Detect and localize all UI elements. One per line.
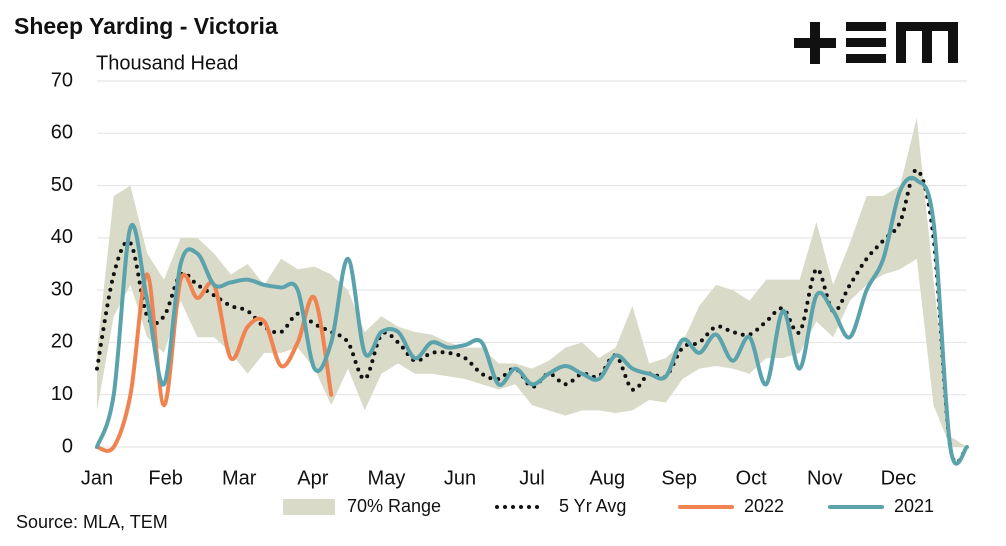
x-tick-label: May (368, 467, 406, 489)
x-tick-label: Nov (807, 467, 843, 489)
x-tick-label: Jan (81, 467, 113, 489)
y-axis-title: Thousand Head (96, 52, 238, 74)
legend-label: 2022 (744, 496, 784, 516)
y-tick-label: 50 (51, 174, 73, 196)
x-tick-label: Mar (222, 467, 257, 489)
series-line (95, 175, 969, 466)
y-tick-label: 70 (51, 69, 73, 91)
x-tick-label: Sep (661, 467, 697, 489)
y-tick-label: 40 (51, 226, 73, 248)
y-tick-label: 10 (51, 383, 73, 405)
y-tick-label: 20 (51, 331, 73, 353)
logo (794, 22, 958, 64)
x-tick-label: Feb (148, 467, 182, 489)
y-tick-label: 30 (51, 278, 73, 300)
x-tick-label: Oct (736, 467, 768, 489)
x-tick-label: Aug (589, 467, 625, 489)
source-note: Source: MLA, TEM (16, 512, 168, 532)
legend-swatch (283, 499, 335, 515)
y-tick-label: 0 (62, 435, 73, 457)
chart-title: Sheep Yarding - Victoria (14, 13, 278, 39)
x-tick-label: Jun (444, 467, 476, 489)
x-tick-label: Apr (297, 467, 328, 489)
legend-label: 2021 (894, 496, 934, 516)
y-tick-label: 60 (51, 122, 73, 144)
legend-label: 70% Range (347, 496, 441, 516)
x-tick-label: Jul (519, 467, 545, 489)
series-line (95, 272, 334, 453)
legend-label: 5 Yr Avg (559, 496, 626, 516)
x-tick-label: Dec (881, 467, 917, 489)
